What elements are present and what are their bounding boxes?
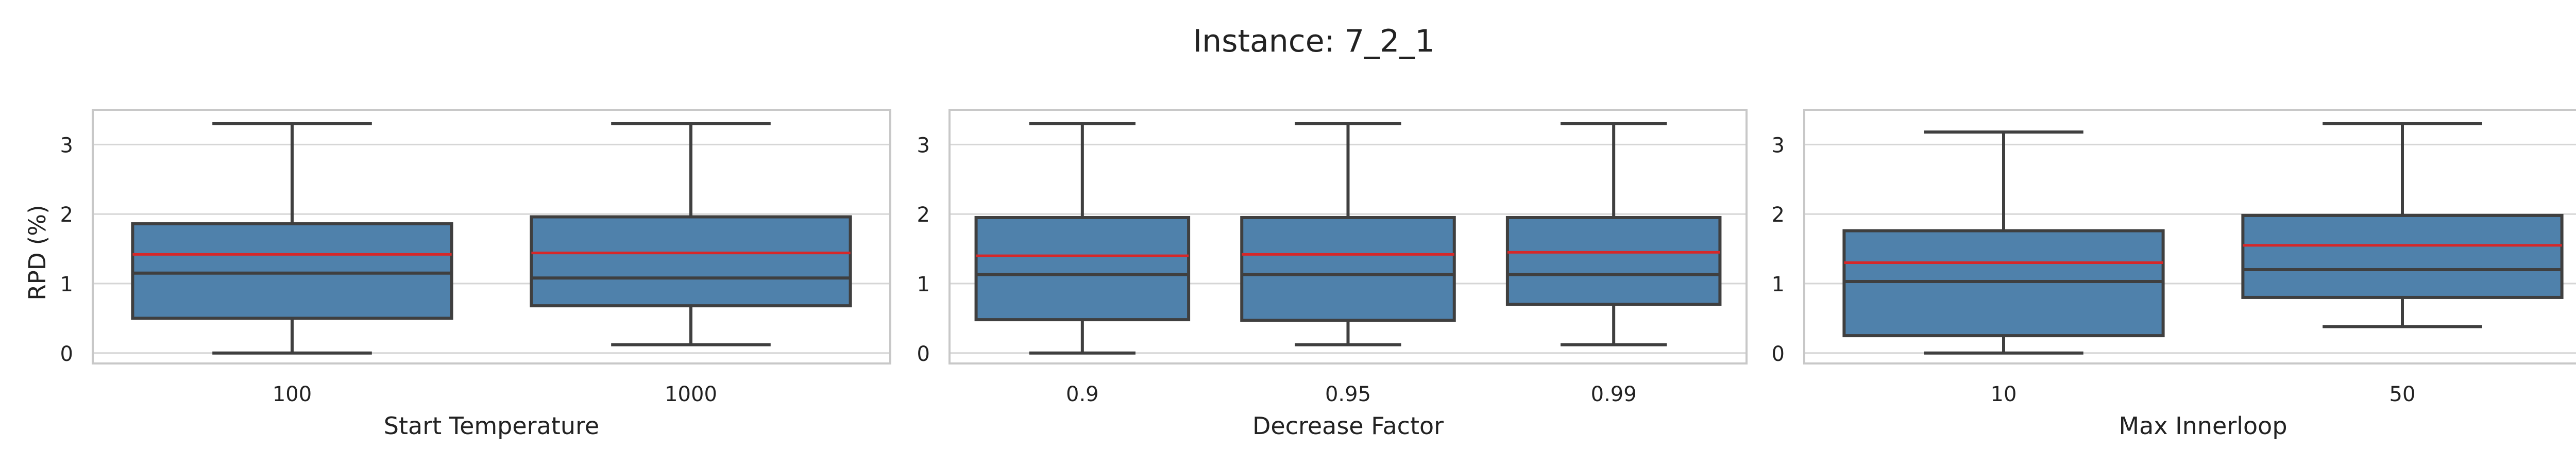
x-tick-label: 1000	[665, 383, 717, 406]
box-10	[1842, 130, 2165, 355]
y-tick-label: 3	[1772, 134, 1785, 157]
panel-3: 0 1 2 3 10 50 Max Innerloop	[1772, 109, 2576, 440]
box-0.95	[1240, 122, 1456, 346]
box-100	[131, 122, 453, 355]
x-tick-label: 0.99	[1591, 383, 1637, 406]
y-tick-label: 2	[60, 203, 73, 227]
x-axis-label: Max Innerloop	[2119, 412, 2287, 440]
panel-1: 0 1 2 3 100 1000 Start Temperature	[60, 109, 891, 440]
x-axis-label: Decrease Factor	[1252, 412, 1444, 440]
box-0.9	[974, 122, 1191, 355]
y-tick-label: 1	[60, 273, 73, 296]
y-tick-label: 3	[60, 134, 73, 157]
box-iqr	[1240, 216, 1456, 322]
x-tick-label: 100	[273, 383, 312, 406]
panel-2: 0 1 2 3 0.9 0.95 0.99 Decrease Factor	[917, 109, 1748, 440]
box-iqr	[1842, 229, 2165, 338]
box-0.99	[1505, 122, 1722, 346]
y-tick-label: 3	[917, 134, 930, 157]
box-1000	[530, 122, 852, 346]
axes-frame	[1803, 109, 2576, 364]
box-iqr	[1505, 216, 1722, 306]
y-tick-label: 2	[1772, 203, 1785, 227]
box-iqr	[2241, 213, 2564, 299]
y-axis-label: RPD (%)	[24, 205, 51, 300]
y-tick-label: 1	[917, 273, 930, 296]
axes-frame	[948, 109, 1748, 364]
x-tick-label: 50	[2389, 383, 2416, 406]
x-tick-label: 10	[1991, 383, 2017, 406]
box-iqr	[974, 216, 1191, 322]
y-tick-label: 1	[1772, 273, 1785, 296]
axes-frame	[92, 109, 891, 364]
figure-title: Instance: 7_2_1	[1193, 23, 1434, 59]
y-tick-label: 0	[1772, 342, 1785, 366]
box-iqr	[131, 222, 453, 320]
y-tick-label: 0	[60, 342, 73, 366]
x-tick-label: 0.95	[1325, 383, 1371, 406]
y-tick-label: 0	[917, 342, 930, 366]
y-tick-label: 2	[917, 203, 930, 227]
x-axis-label: Start Temperature	[384, 412, 599, 440]
box-50	[2241, 122, 2564, 328]
box-iqr	[530, 215, 852, 308]
x-tick-label: 0.9	[1066, 383, 1099, 406]
